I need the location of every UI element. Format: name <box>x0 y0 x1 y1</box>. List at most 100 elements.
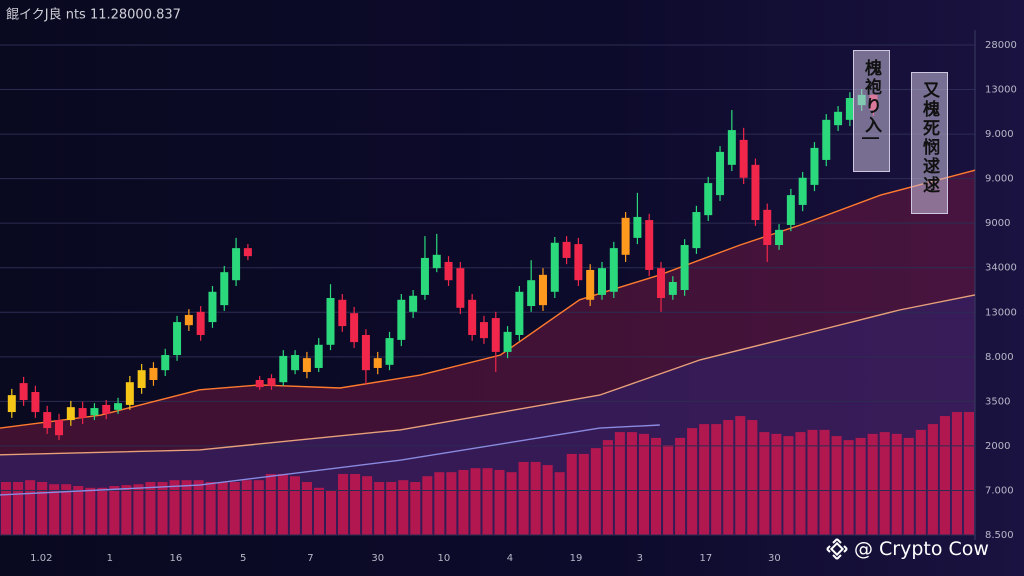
candle-body <box>527 280 536 307</box>
volume-bar <box>133 484 144 535</box>
volume-bar <box>590 448 601 535</box>
candle-body <box>822 119 831 160</box>
x-tick-label: 7 <box>307 553 313 564</box>
candle-body <box>456 268 465 308</box>
y-tick-label: 13000 <box>985 307 1017 318</box>
y-tick-label: 2000 <box>985 441 1010 452</box>
grid-layer <box>0 30 976 540</box>
marks-layer <box>7 89 878 441</box>
watermark-text: @ Crypto Cow <box>854 538 989 560</box>
x-tick-label: 30 <box>768 553 781 564</box>
volume-bar <box>121 485 132 535</box>
candle-body <box>19 383 28 401</box>
volume-bar <box>843 440 854 535</box>
y-tick-label: 28000 <box>985 40 1017 51</box>
candle-body <box>66 407 75 421</box>
candle-body <box>491 318 500 352</box>
candle-body <box>7 395 16 413</box>
candle-body <box>692 212 701 249</box>
candle-body <box>55 420 64 436</box>
x-tick-label: 1 <box>107 553 113 564</box>
volume-bar <box>422 476 433 535</box>
volume-bar <box>542 465 553 535</box>
volume-bar <box>326 490 337 535</box>
volume-bar <box>651 437 662 535</box>
volume-bar <box>350 473 361 535</box>
candle-body <box>314 344 323 368</box>
candle-body <box>621 217 630 255</box>
candle-body <box>786 195 795 225</box>
volume-bar <box>602 440 613 535</box>
volume-bar <box>434 472 445 535</box>
candle-body <box>184 314 193 326</box>
labels-layer: 28000 13000 9.000 9.000 9000 34000 13000 8.000 3… <box>30 40 1017 564</box>
ma-line <box>0 169 976 429</box>
volume-bar <box>518 461 529 535</box>
candle-body <box>609 248 618 292</box>
candle-body <box>78 408 87 418</box>
volume-bar <box>13 481 24 535</box>
x-tick-label: 17 <box>700 553 713 564</box>
watermark-icon <box>826 538 848 560</box>
candle-body <box>444 261 453 281</box>
candle-body <box>645 220 654 270</box>
candle-body <box>798 177 807 205</box>
volume-bar <box>85 487 96 535</box>
candle-body <box>716 151 725 196</box>
volume-bar <box>506 472 517 535</box>
candle-body <box>633 216 642 238</box>
x-tick-label: 19 <box>570 553 583 564</box>
candle-body <box>668 281 677 295</box>
candle-body <box>420 257 429 295</box>
candle-body <box>704 183 713 216</box>
volume-bar <box>398 480 409 535</box>
volume-bar <box>313 487 324 535</box>
volume-bar <box>963 412 974 535</box>
candle-body <box>208 291 217 323</box>
volume-bar <box>747 420 758 535</box>
volume-bar <box>253 480 264 535</box>
volume-bar <box>277 473 288 535</box>
candle-body <box>326 298 335 345</box>
volume-bar <box>879 432 890 535</box>
volume-bar <box>1 481 12 535</box>
ma-line <box>0 294 976 456</box>
volume-bar <box>891 433 902 535</box>
x-tick-label: 16 <box>170 553 183 564</box>
volume-layer <box>1 412 974 535</box>
volume-bar <box>145 481 156 535</box>
candle-body <box>409 295 418 312</box>
candle-body <box>550 242 559 292</box>
volume-bar <box>338 473 349 535</box>
candle-body <box>385 338 394 365</box>
candle-body <box>763 209 772 246</box>
volume-bar <box>638 433 649 535</box>
annotation: 又槐死悯逑逑 <box>911 72 948 214</box>
candle-body <box>680 245 689 290</box>
x-tick-label: 1.02 <box>30 553 52 564</box>
volume-bar <box>819 429 830 535</box>
volume-bar <box>410 481 421 535</box>
candle-body <box>538 274 547 306</box>
candle-body <box>775 229 784 246</box>
candle-body <box>597 268 606 295</box>
candle-body <box>468 299 477 335</box>
volume-bar <box>530 461 541 535</box>
volume-bar <box>939 416 950 535</box>
candle-body <box>727 130 736 165</box>
candle-body <box>657 268 666 299</box>
y-tick-label: 8.000 <box>985 352 1014 363</box>
lines-layer <box>0 169 976 496</box>
candle-body <box>114 403 123 410</box>
candle-body <box>173 322 182 356</box>
candle-body <box>302 358 311 372</box>
annotation: 槐袍り入| <box>853 50 890 172</box>
y-tick-label: 9.000 <box>985 129 1014 140</box>
volume-bar <box>73 486 84 535</box>
candle-body <box>338 299 347 327</box>
volume-bar <box>482 468 493 535</box>
candle-body <box>845 98 854 120</box>
candle-body <box>503 331 512 352</box>
